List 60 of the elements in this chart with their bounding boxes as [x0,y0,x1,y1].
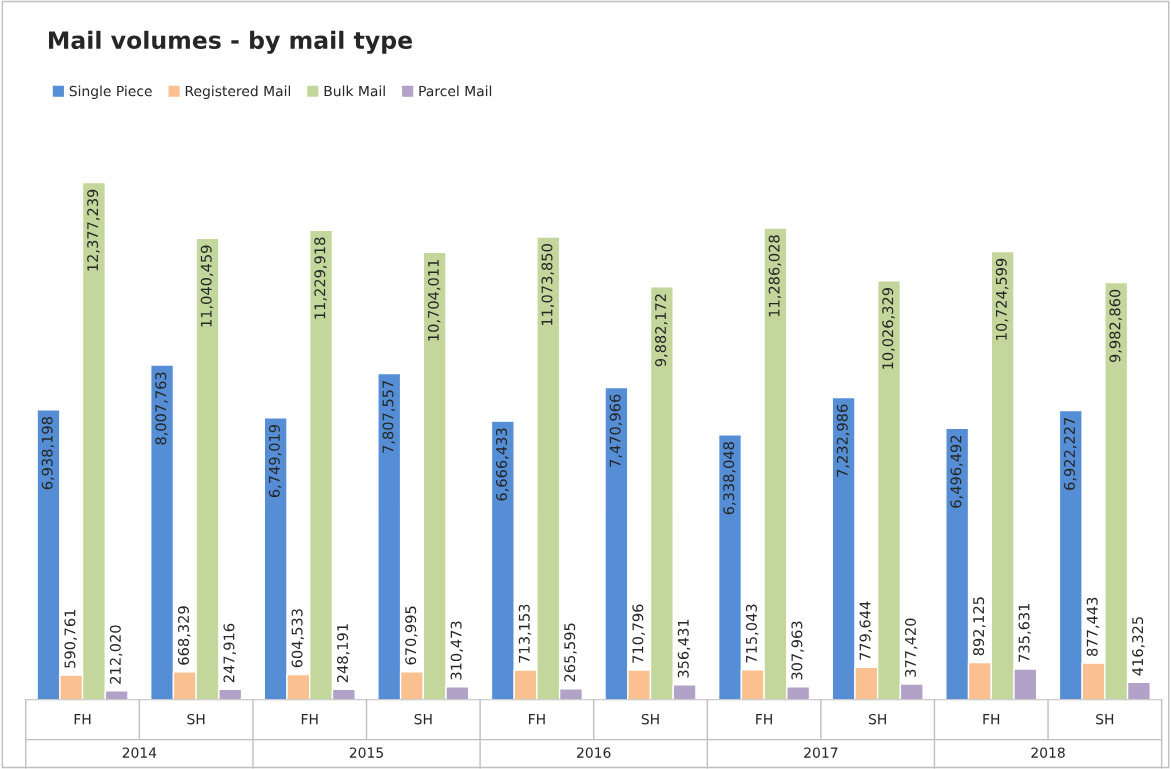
data-label: 10,724,599 [995,258,1009,340]
data-label: 6,496,492 [950,435,963,508]
x-tick-label: SH [414,713,432,725]
data-label: 11,073,850 [541,244,554,326]
legend-label: Registered Mail [185,85,291,99]
data-label: 590,761 [64,609,77,668]
data-label: 12,377,239 [87,189,100,271]
data-label: 247,916 [223,623,236,683]
text: 2018 [1031,747,1065,758]
data-label: 248,191 [337,624,350,683]
data-label: 6,338,048 [723,442,736,515]
x-tick-label: FH [301,714,318,725]
text: 2016 [577,747,611,758]
data-label: 356,431 [677,619,691,678]
data-label: 8,007,763 [155,372,168,445]
data-label: 6,938,198 [41,417,55,490]
data-label: 212,020 [109,625,123,684]
data-label: 6,666,433 [496,428,509,501]
data-label: 7,470,966 [609,394,623,467]
chart-title: Mail volumes - by mail type [49,30,412,54]
data-label: 11,286,028 [768,235,782,317]
x-tick-label: FH [983,714,1000,725]
data-label: 310,473 [450,621,464,680]
data-label: 265,595 [564,623,577,682]
data-label: 11,040,459 [200,245,214,327]
data-label: 10,704,011 [427,259,441,341]
data-label: 604,533 [291,609,305,668]
x-tick-label: SH [1096,713,1114,725]
data-label: 6,749,019 [268,424,282,498]
data-label: 713,153 [518,604,532,663]
x-tick-label: SH [641,713,659,725]
data-label: 668,329 [177,606,191,665]
legend-label: Bulk Mail [324,85,385,97]
x-tick-label: SH [868,713,886,725]
data-label: 7,232,986 [836,404,850,477]
data-label: 670,995 [405,606,418,665]
data-label: 892,125 [973,597,986,656]
legend-label: Single Piece [69,85,152,99]
data-label: 9,982,860 [1109,289,1122,363]
data-label: 710,796 [632,604,645,663]
legend-label: Parcel Mail [419,85,492,97]
text: 2014 [122,747,157,758]
data-label: 715,043 [745,604,759,663]
data-label: 9,882,172 [655,294,668,367]
data-label: 735,631 [1018,603,1032,662]
data-label: 6,922,227 [1063,417,1077,490]
data-label: 307,963 [791,621,804,680]
data-label: 416,325 [1132,617,1145,676]
data-label: 877,443 [1086,597,1100,656]
x-tick-label: FH [74,714,91,725]
data-label: 779,644 [859,601,873,660]
x-tick-label: FH [756,714,772,725]
data-label: 10,026,329 [882,287,895,369]
text: 2015 [349,747,383,758]
text: 2017 [804,747,838,758]
data-label: 11,229,918 [314,237,327,319]
data-label: 377,420 [904,618,918,677]
x-tick-label: FH [529,714,545,725]
x-tick-label: SH [187,713,205,725]
data-label: 7,807,557 [382,380,395,453]
